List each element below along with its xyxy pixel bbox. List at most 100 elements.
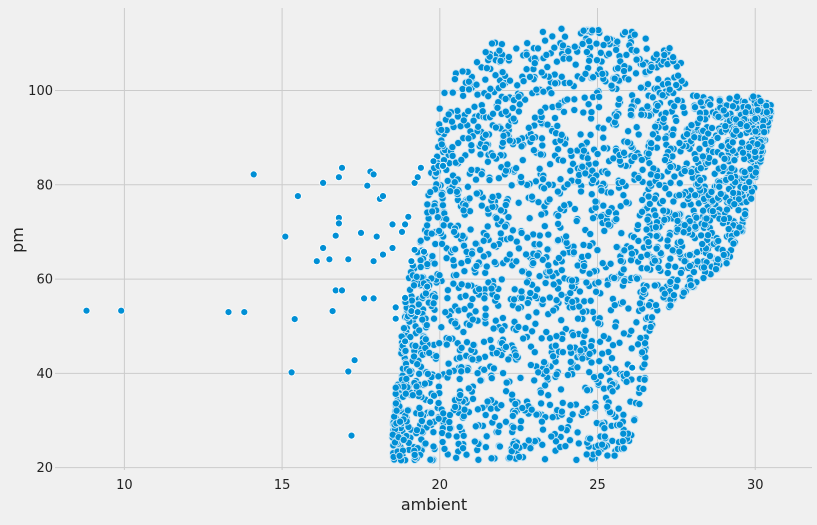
- scatter-point: [357, 228, 365, 237]
- dense-point: [685, 250, 694, 260]
- dense-point: [727, 173, 736, 182]
- y-tick-label: 20: [36, 461, 53, 476]
- dense-point: [749, 92, 758, 101]
- dense-point: [481, 410, 490, 420]
- dense-point: [591, 197, 600, 206]
- dense-point: [557, 316, 566, 325]
- dense-point: [455, 374, 464, 384]
- dense-point: [426, 188, 435, 197]
- scatter-point: [413, 173, 422, 182]
- dense-point: [544, 261, 553, 270]
- dense-point: [578, 407, 587, 417]
- dense-point: [695, 144, 704, 153]
- dense-point: [734, 206, 743, 215]
- dense-point: [616, 202, 625, 211]
- dense-point: [411, 341, 420, 350]
- scatter-point: [249, 170, 258, 179]
- dense-point: [668, 246, 677, 255]
- dense-point: [487, 454, 496, 463]
- dense-point: [588, 26, 597, 35]
- dense-point: [643, 250, 652, 259]
- dense-point: [492, 292, 501, 302]
- dense-point: [661, 184, 670, 193]
- dense-point: [554, 145, 563, 154]
- dense-point: [578, 162, 587, 171]
- dense-point: [730, 200, 739, 209]
- dense-point: [431, 239, 440, 249]
- dense-point: [457, 367, 466, 376]
- dense-point: [495, 421, 504, 430]
- dense-point: [672, 116, 681, 125]
- dense-point: [445, 410, 454, 420]
- dense-point: [549, 280, 558, 289]
- dense-point: [651, 122, 660, 131]
- dense-point: [603, 451, 612, 460]
- dense-point: [473, 90, 482, 99]
- dense-point: [719, 162, 728, 171]
- dense-point: [599, 332, 608, 341]
- dense-point: [526, 360, 535, 370]
- dense-point: [570, 105, 579, 115]
- dense-point: [728, 138, 737, 147]
- dense-point: [560, 201, 569, 210]
- dense-point: [541, 36, 550, 45]
- dense-point: [538, 27, 547, 36]
- dense-point: [435, 104, 444, 113]
- dense-point: [706, 100, 715, 109]
- dense-point: [679, 288, 688, 297]
- dense-point: [687, 121, 696, 130]
- dense-point: [497, 275, 506, 284]
- dense-point: [539, 87, 548, 96]
- dense-point: [532, 308, 541, 317]
- dense-point: [530, 59, 539, 68]
- dense-point: [541, 278, 550, 288]
- dense-point: [707, 187, 716, 196]
- dense-point: [696, 98, 705, 107]
- dense-point: [464, 85, 474, 94]
- dense-point: [579, 146, 588, 155]
- dense-point: [548, 413, 557, 422]
- dense-point: [558, 156, 568, 165]
- dense-point: [641, 34, 650, 43]
- dense-point: [603, 280, 612, 289]
- x-tick-label: 30: [747, 478, 764, 493]
- dense-point: [568, 159, 578, 168]
- dense-point: [532, 410, 541, 419]
- dense-point: [514, 92, 523, 101]
- dense-point: [594, 103, 604, 112]
- dense-point: [552, 370, 561, 379]
- dense-point: [557, 424, 566, 433]
- dense-point: [643, 215, 652, 224]
- scatter-point: [350, 356, 359, 365]
- dense-point: [732, 229, 741, 238]
- dense-point: [469, 340, 478, 349]
- dense-point: [417, 416, 426, 426]
- dense-point: [529, 146, 538, 155]
- dense-point: [409, 352, 419, 361]
- dense-point: [451, 245, 460, 254]
- dense-point: [563, 180, 572, 189]
- dense-point: [533, 44, 543, 53]
- dense-point: [569, 248, 578, 257]
- dense-point: [532, 85, 541, 94]
- dense-point: [680, 221, 689, 230]
- dense-point: [665, 85, 674, 94]
- dense-point: [544, 391, 553, 400]
- dense-point: [491, 71, 500, 80]
- dense-point: [459, 91, 468, 100]
- dense-point: [619, 191, 628, 200]
- scatter-point: [379, 250, 387, 259]
- dense-point: [576, 346, 585, 355]
- dense-point: [638, 195, 647, 205]
- dense-point: [527, 192, 537, 201]
- dense-point: [545, 400, 555, 409]
- dense-point: [569, 331, 578, 340]
- dense-point: [651, 211, 660, 220]
- dense-point: [722, 259, 731, 268]
- dense-point: [438, 437, 447, 447]
- dense-point: [399, 435, 408, 444]
- dense-point: [633, 221, 643, 230]
- x-tick-label: 20: [432, 478, 449, 493]
- dense-point: [528, 327, 537, 336]
- dense-point: [599, 201, 608, 210]
